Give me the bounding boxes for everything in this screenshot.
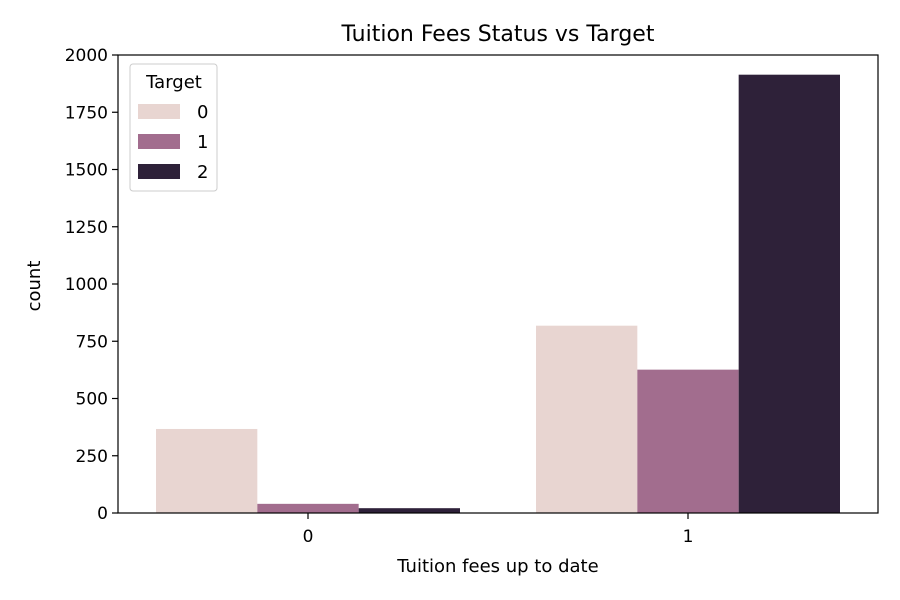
x-tick-label: 0 <box>303 527 314 547</box>
y-tick-label: 0 <box>97 504 108 524</box>
y-tick-label: 1500 <box>65 161 108 181</box>
y-tick-label: 1750 <box>65 103 108 123</box>
legend-label-1: 1 <box>197 132 208 153</box>
y-tick-label: 1000 <box>65 275 108 295</box>
legend-box <box>129 63 218 192</box>
legend-title: Target <box>145 72 202 93</box>
y-tick-label: 750 <box>76 332 108 352</box>
bar-target-1-category-0 <box>257 503 359 513</box>
legend-items: 0 1 2 <box>138 102 208 183</box>
y-tick-label: 1250 <box>65 218 108 238</box>
bar-target-1-category-1 <box>637 369 739 513</box>
legend: Target 0 1 2 <box>129 63 218 192</box>
bar-target-0-category-1 <box>536 325 638 513</box>
legend-swatch-2 <box>138 164 180 179</box>
legend-label-0: 0 <box>197 102 208 123</box>
legend-swatch-0 <box>138 104 180 119</box>
bar-target-0-category-0 <box>156 428 258 513</box>
chart-title: Tuition Fees Status vs Target <box>341 22 655 47</box>
bars-group <box>156 74 840 513</box>
legend-label-2: 2 <box>197 162 208 183</box>
x-axis-label: Tuition fees up to date <box>396 556 598 577</box>
y-axis-label: count <box>24 261 45 312</box>
y-axis: 0 250 500 750 1000 1250 1500 1750 2000 <box>65 46 118 524</box>
y-tick-label: 500 <box>76 390 108 410</box>
bar-target-2-category-0 <box>358 508 460 513</box>
legend-swatch-1 <box>138 134 180 149</box>
x-tick-label: 1 <box>683 527 694 547</box>
bar-target-2-category-1 <box>738 74 840 513</box>
y-tick-label: 2000 <box>65 46 108 66</box>
y-tick-label: 250 <box>76 447 108 467</box>
